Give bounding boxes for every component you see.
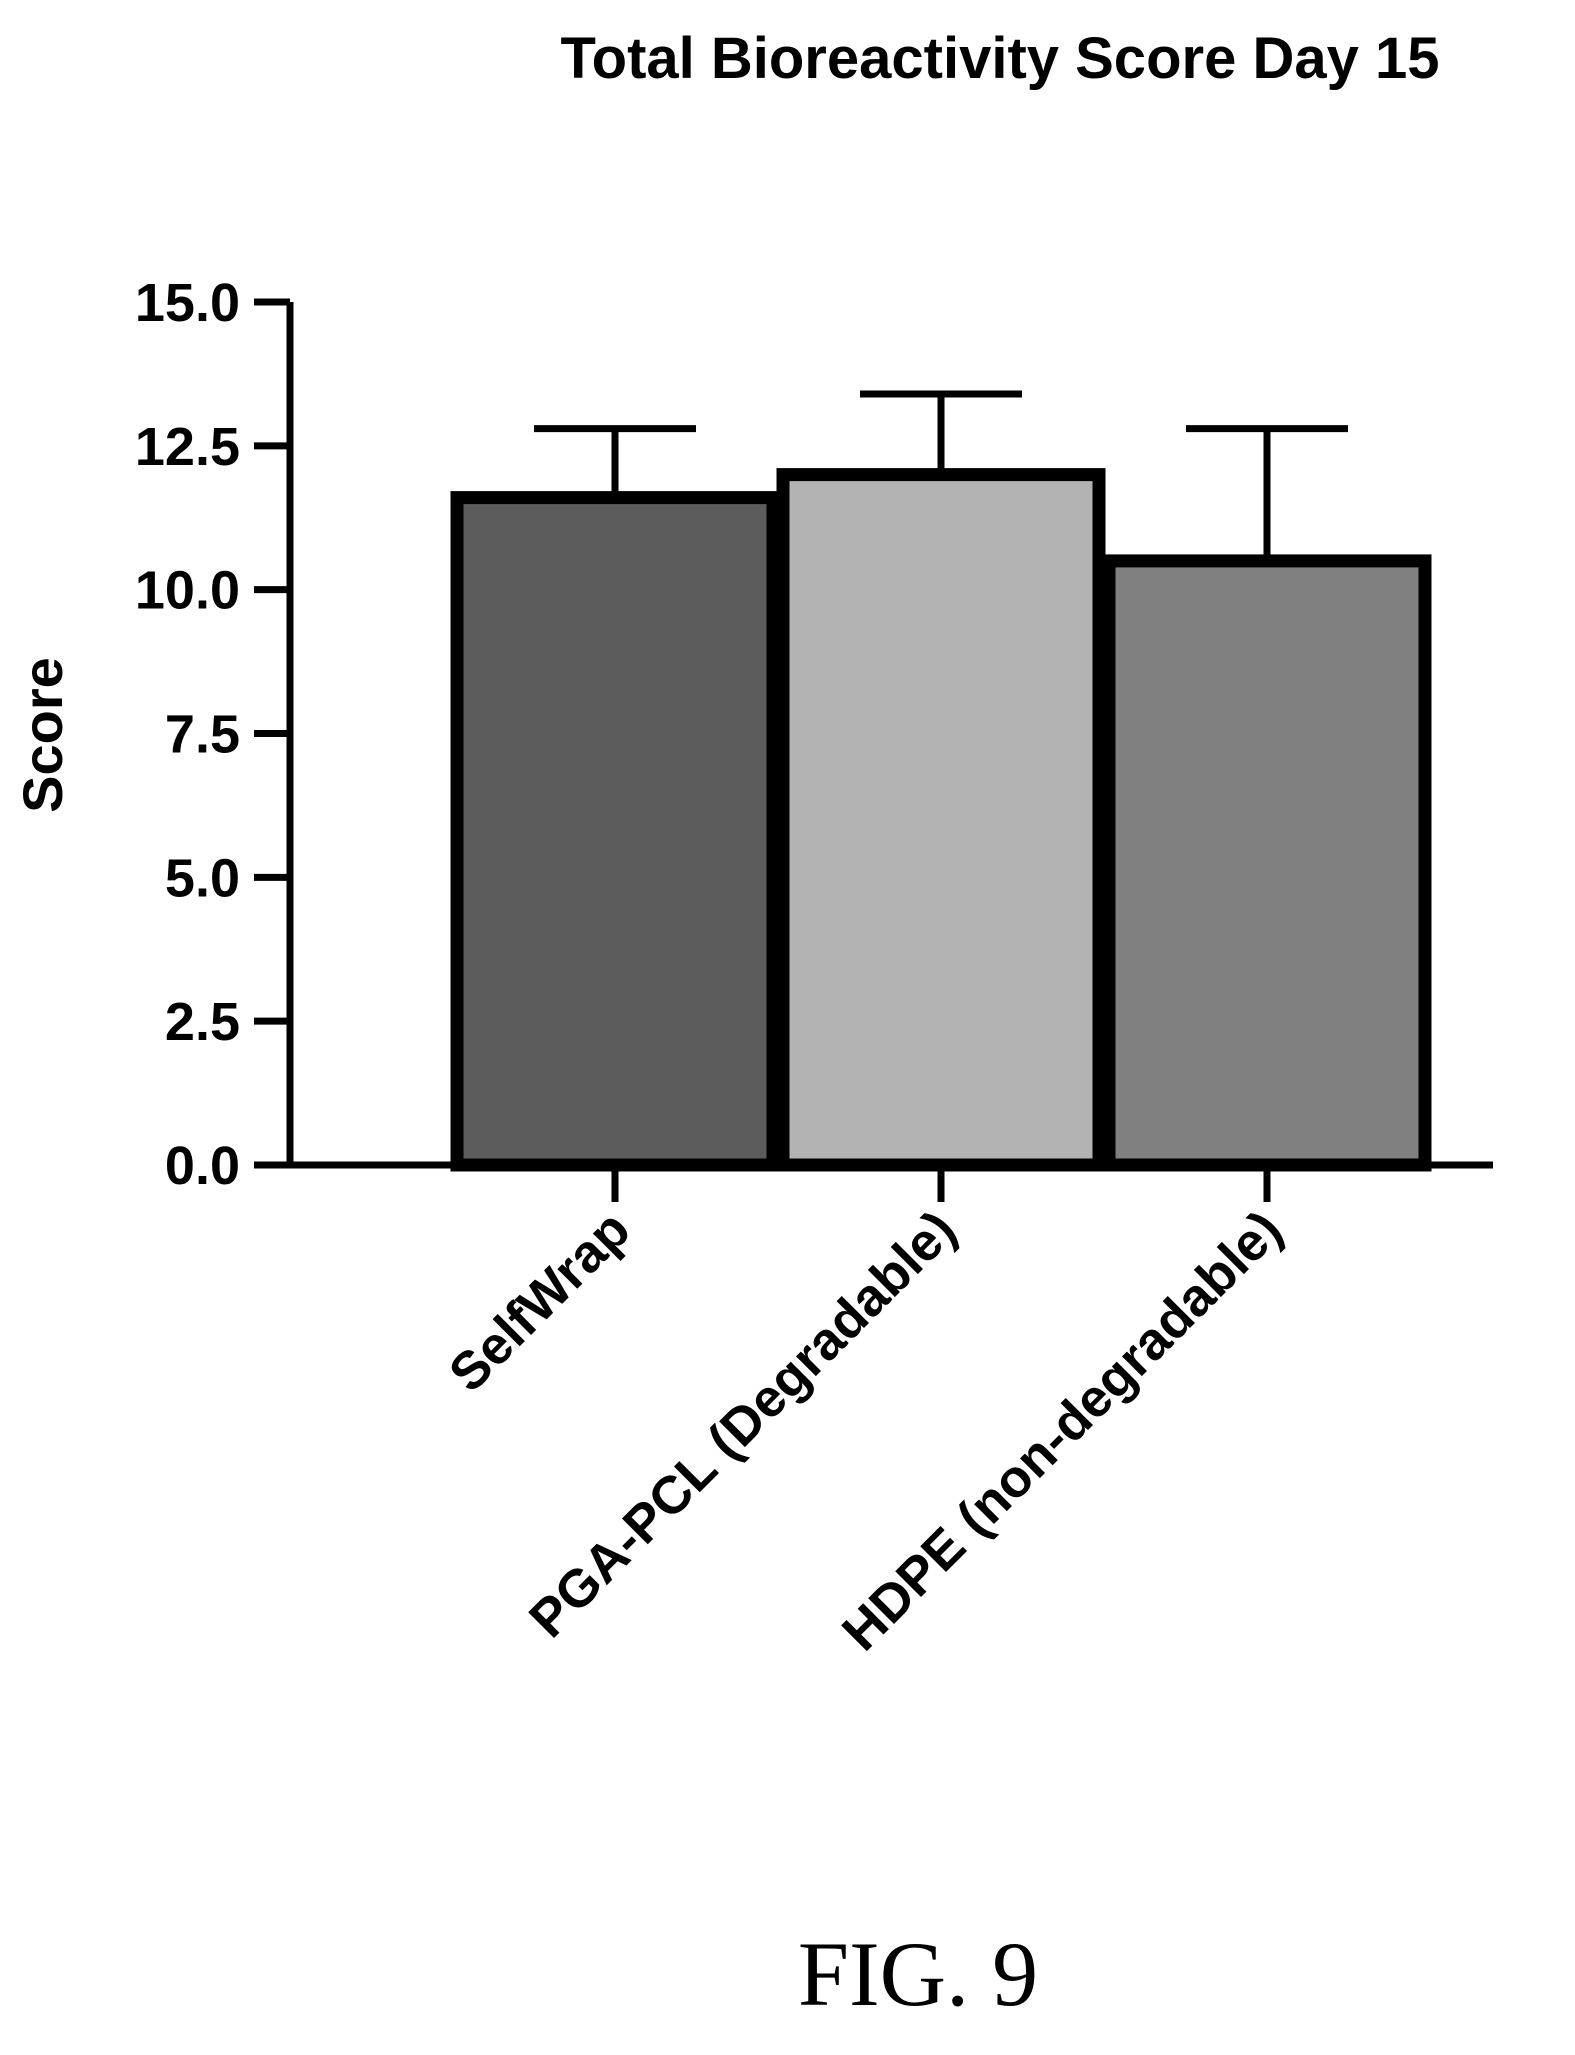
figure-label: FIG. 9: [798, 1923, 1038, 2025]
y-tick-label-6: 12.5: [135, 417, 240, 477]
x-tick-label-1: SelfWrap: [438, 1200, 641, 1403]
y-ticks-layer: 0.0 2.5 5.0 7.5 10.0 12.5 15.0: [135, 273, 290, 1196]
y-tick-label-1: 0.0: [165, 1136, 240, 1196]
chart-title: Total Bioreactivity Score Day 15: [561, 26, 1440, 91]
bar-2: [776, 468, 1106, 1172]
y-tick-label-3: 5.0: [165, 848, 240, 908]
bars-layer: [450, 468, 1432, 1172]
bar-3: [1102, 554, 1432, 1172]
y-tick-label-7: 15.0: [135, 273, 240, 333]
y-tick-label-4: 7.5: [165, 705, 240, 765]
y-tick-label-2: 2.5: [165, 992, 240, 1052]
error-bars-layer: [534, 390, 1348, 561]
y-tick-label-5: 10.0: [135, 561, 240, 621]
y-axis-label: Score: [11, 657, 74, 813]
bar-1: [450, 491, 780, 1172]
